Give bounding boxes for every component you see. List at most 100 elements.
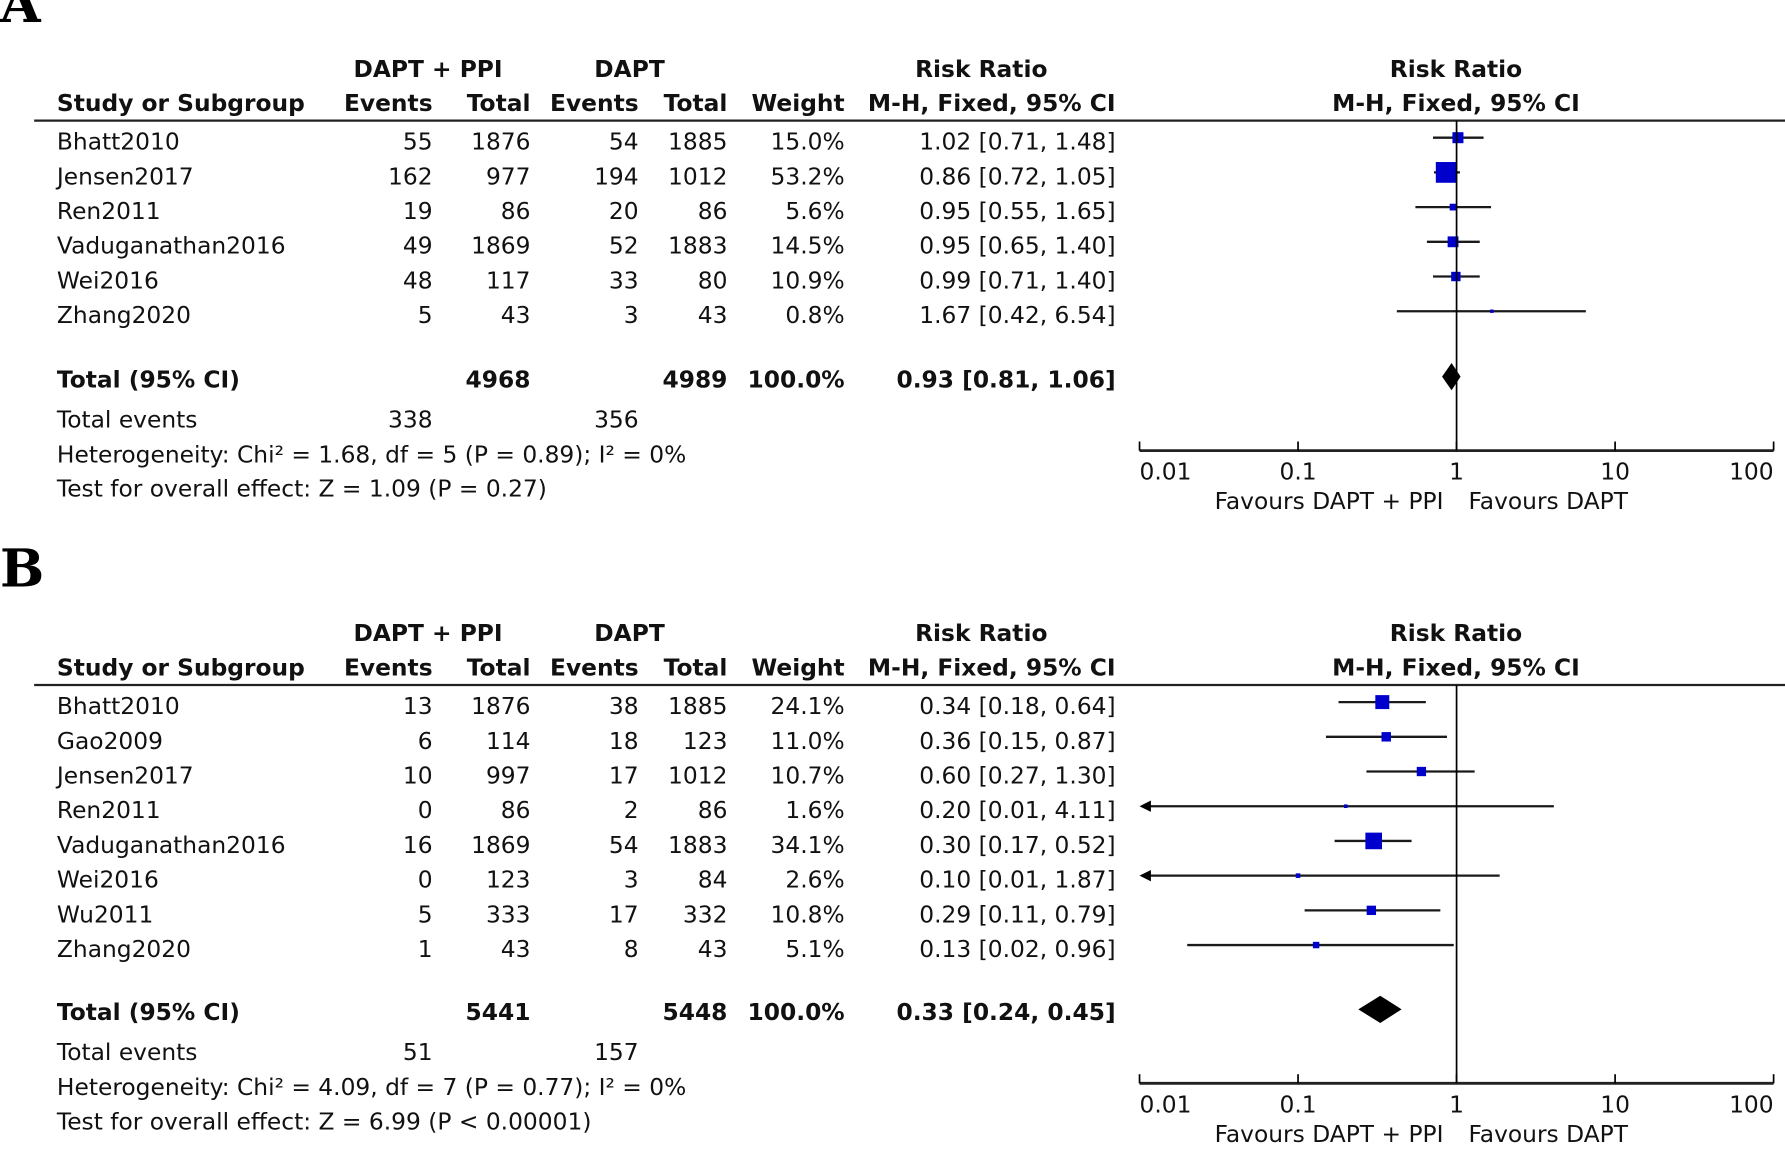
events-1: 5 (418, 301, 433, 329)
header-total-1: Total (467, 653, 531, 681)
summary-diamond (1358, 995, 1402, 1023)
weight: 2.6% (785, 866, 844, 894)
study-name: Vaduganathan2016 (57, 232, 286, 260)
study-name: Wei2016 (57, 866, 159, 894)
events-2: 20 (609, 197, 639, 225)
total-1: 114 (486, 727, 531, 755)
header-group1: DAPT + PPI (353, 55, 502, 83)
study-square (1452, 132, 1464, 144)
study-name: Jensen2017 (55, 761, 194, 789)
weight: 53.2% (771, 162, 845, 190)
x-tick-label: 0.01 (1140, 458, 1192, 486)
heterogeneity-text: Heterogeneity: Chi² = 1.68, df = 5 (P = … (57, 441, 686, 469)
header-total-1: Total (467, 89, 531, 117)
header-risk-ratio: Risk Ratio (915, 55, 1047, 83)
header-events-2: Events (550, 653, 639, 681)
study-row: Vaduganathan2016 49 1869 52 1883 14.5% 0.95 [0… (57, 232, 1480, 260)
study-row: Zhang2020 1 43 8 43 5.1% 0.13 [0.02, 0.96] (57, 935, 1454, 963)
header-plot-method: M-H, Fixed, 95% CI (1332, 89, 1580, 117)
summary-diamond (1442, 363, 1461, 391)
study-square (1449, 203, 1457, 211)
total-events-label: Total events (56, 1038, 198, 1066)
study-name: Bhatt2010 (57, 128, 180, 156)
total-2: 1012 (668, 761, 727, 789)
study-row: Zhang2020 5 43 3 43 0.8% 1.67 [0.42, 6.54] (57, 301, 1586, 329)
study-square (1343, 804, 1348, 809)
total-1: 123 (486, 866, 531, 894)
weight: 15.0% (771, 128, 845, 156)
events-1: 48 (403, 266, 433, 294)
weight: 10.7% (771, 761, 845, 789)
weight: 0.8% (785, 301, 844, 329)
header-total-2: Total (664, 89, 728, 117)
total-weight: 100.0% (747, 365, 844, 393)
weight: 10.8% (771, 900, 845, 928)
total-2: 1883 (668, 232, 727, 260)
events-1: 0 (418, 796, 433, 824)
study-square (1366, 905, 1377, 916)
risk-ratio-ci: 0.10 [0.01, 1.87] (919, 866, 1115, 894)
events-2: 2 (624, 796, 639, 824)
header-weight: Weight (751, 653, 844, 681)
study-row: Jensen2017 10 997 17 1012 10.7% 0.60 [0.27, 1.… (55, 761, 1475, 789)
total-1: 1876 (471, 692, 530, 720)
weight: 14.5% (771, 232, 845, 260)
total-1: 1869 (471, 831, 530, 859)
study-name: Zhang2020 (57, 935, 191, 963)
x-tick-label: 0.01 (1140, 1090, 1192, 1118)
events-1: 5 (418, 900, 433, 928)
study-square (1295, 873, 1301, 878)
risk-ratio-ci: 0.99 [0.71, 1.40] (919, 266, 1115, 294)
favours-right-label: Favours DAPT (1469, 487, 1629, 515)
header-plot-risk-ratio: Risk Ratio (1390, 55, 1522, 83)
events-1: 16 (403, 831, 433, 859)
events-2: 33 (609, 266, 639, 294)
events-1: 162 (388, 162, 433, 190)
events-1: 0 (418, 866, 433, 894)
total-1: 43 (501, 935, 531, 963)
weight: 10.9% (771, 266, 845, 294)
events-2: 54 (609, 831, 639, 859)
header-risk-ratio: Risk Ratio (915, 619, 1047, 647)
total-2: 1885 (668, 692, 727, 720)
risk-ratio-ci: 0.36 [0.15, 0.87] (919, 727, 1115, 755)
events-2: 194 (594, 162, 639, 190)
total-events-label: Total events (56, 405, 198, 433)
total-2: 5448 (662, 998, 727, 1026)
favours-left-label: Favours DAPT + PPI (1215, 1120, 1444, 1148)
study-name: Zhang2020 (57, 301, 191, 329)
total-risk-ratio-ci: 0.33 [0.24, 0.45] (896, 998, 1115, 1026)
header-study: Study or Subgroup (57, 89, 305, 117)
total-2: 84 (698, 866, 728, 894)
weight: 34.1% (771, 831, 845, 859)
forest-panel-a: A DAPT + PPI DAPT Risk Ratio Risk Ratio Study… (0, 0, 1785, 515)
risk-ratio-ci: 1.67 [0.42, 6.54] (919, 301, 1115, 329)
risk-ratio-ci: 0.95 [0.55, 1.65] (919, 197, 1115, 225)
header-group1: DAPT + PPI (353, 619, 502, 647)
total-1: 4968 (466, 365, 531, 393)
study-row: Jensen2017 162 977 194 1012 53.2% 0.86 [0.72, … (55, 162, 1460, 190)
x-tick-label: 100 (1729, 1090, 1774, 1118)
study-name: Ren2011 (57, 796, 161, 824)
weight: 5.6% (785, 197, 844, 225)
total-1: 86 (501, 796, 531, 824)
study-name: Jensen2017 (55, 162, 194, 190)
study-row: Bhatt2010 55 1876 54 1885 15.0% 1.02 [0.71, 1.… (57, 128, 1484, 156)
total-events-2: 356 (594, 405, 639, 433)
study-row: Wu2011 5 333 17 332 10.8% 0.29 [0.11, 0.79] (57, 900, 1441, 928)
events-1: 6 (418, 727, 433, 755)
header-events-2: Events (550, 89, 639, 117)
total-2: 1885 (668, 128, 727, 156)
total-events-1: 51 (403, 1038, 433, 1066)
events-2: 8 (624, 935, 639, 963)
weight: 5.1% (785, 935, 844, 963)
total-1: 977 (486, 162, 531, 190)
events-1: 55 (403, 128, 433, 156)
total-2: 4989 (662, 365, 727, 393)
study-row: Gao2009 6 114 18 123 11.0% 0.36 [0.15, 0.87] (57, 727, 1447, 755)
header-events-1: Events (344, 653, 433, 681)
study-row: Bhatt2010 13 1876 38 1885 24.1% 0.34 [0.18, 0.… (57, 692, 1426, 720)
risk-ratio-ci: 0.30 [0.17, 0.52] (919, 831, 1115, 859)
total-label: Total (95% CI) (57, 365, 240, 393)
